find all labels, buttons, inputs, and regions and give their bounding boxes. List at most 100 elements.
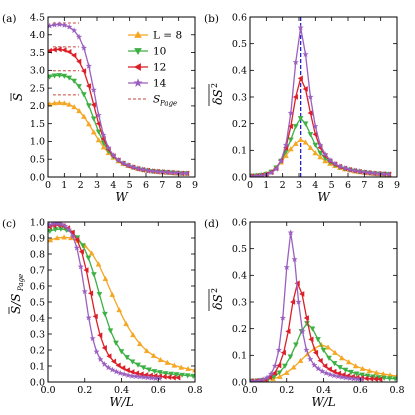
- data-point-L10: [51, 73, 58, 79]
- data-point-L14: [321, 151, 329, 158]
- data-point-L8: [283, 369, 290, 375]
- axes-frame: [47, 221, 196, 383]
- data-point-L12: [48, 47, 52, 54]
- data-point-L14: [115, 156, 122, 163]
- data-point-L14: [302, 51, 309, 58]
- data-point-L14: [48, 22, 53, 29]
- series-line-L14: [49, 222, 160, 379]
- data-point-L14: [299, 328, 306, 335]
- panel-c: 0.0 0.2 0.4 0.6 0.8 0.0 0.1 0.2 0.3 0.4 0.5 0.6 0.7 0…: [2, 217, 203, 409]
- y-axis-label-text: S/S: [9, 294, 23, 314]
- data-point-L14: [338, 373, 346, 380]
- data-point-L8: [71, 104, 77, 110]
- data-point-L8: [345, 359, 352, 365]
- data-point-L10: [48, 228, 53, 235]
- data-point-L14: [295, 298, 302, 305]
- x-tick-label: 8: [176, 180, 182, 191]
- legend-marker-L12: [133, 63, 141, 71]
- y-axis-label: S: [10, 93, 25, 101]
- data-point-L12: [106, 353, 112, 360]
- data-point-L10: [287, 354, 294, 360]
- data-point-L14: [128, 372, 136, 379]
- data-point-L10: [276, 370, 283, 376]
- x-tick-label: 4: [110, 180, 116, 191]
- data-point-L14: [90, 86, 97, 93]
- data-point-L10: [85, 103, 92, 109]
- data-point-L10: [129, 359, 136, 365]
- y-tick-label: 0.1: [232, 351, 247, 362]
- data-point-L14: [287, 109, 294, 116]
- data-point-L14: [80, 44, 88, 51]
- y-axis-label-sub: Page: [17, 274, 25, 292]
- data-point-L10: [331, 361, 338, 367]
- data-point-L14: [330, 372, 338, 379]
- data-point-L14: [129, 163, 137, 170]
- data-point-L14: [271, 362, 279, 369]
- data-point-L12: [302, 86, 308, 92]
- data-point-L8: [88, 250, 95, 256]
- data-point-L14: [354, 375, 361, 382]
- data-point-L12: [56, 46, 62, 53]
- x-tick-label: 7: [361, 180, 367, 191]
- data-point-L14: [312, 123, 319, 130]
- data-point-L14: [156, 374, 163, 381]
- y-tick-label: 3.0: [30, 66, 45, 77]
- data-point-L12: [78, 248, 84, 255]
- data-point-L10: [287, 137, 294, 143]
- data-point-L14: [109, 366, 116, 373]
- y-tick-label: 1.5: [30, 119, 45, 130]
- y-axis-label: S/S Page: [8, 274, 25, 314]
- data-point-L12: [61, 47, 67, 53]
- y-tick-label: 0.5: [232, 39, 247, 50]
- x-axis-label: W: [115, 190, 129, 204]
- data-point-L14: [253, 172, 260, 177]
- data-point-L10: [315, 337, 321, 343]
- data-point-L14: [48, 222, 53, 228]
- data-point-L14: [110, 152, 117, 158]
- x-tick-label: 0.8: [187, 385, 202, 396]
- data-point-L14: [144, 167, 151, 174]
- y-tick-label: 0.6: [30, 281, 45, 292]
- y-tick-label: 0.2: [30, 345, 45, 356]
- x-tick-label: 5: [127, 180, 133, 191]
- data-point-L10: [184, 373, 191, 379]
- data-point-L8: [185, 365, 191, 372]
- data-point-L12: [299, 291, 305, 297]
- data-point-L12: [317, 357, 323, 364]
- data-point-L8: [61, 100, 68, 106]
- x-tick-label: 0: [45, 180, 51, 191]
- y-axis-label: δS2: [208, 288, 225, 311]
- data-point-L14: [267, 370, 275, 377]
- data-point-L10: [162, 371, 169, 377]
- data-point-L12: [87, 290, 94, 297]
- data-point-L10: [61, 73, 68, 79]
- data-point-L14: [279, 314, 286, 321]
- y-tick-label: 0.2: [232, 119, 247, 130]
- data-point-L10: [320, 347, 327, 353]
- y-tick-label: 0.4: [30, 313, 45, 324]
- y-axis-label-text: δS: [211, 89, 225, 104]
- y-tick-label: 0.1: [232, 146, 247, 157]
- data-point-L10: [56, 73, 63, 79]
- x-tick-label: 4: [312, 180, 318, 191]
- data-point-L14: [56, 21, 63, 28]
- data-point-L10: [96, 292, 103, 298]
- y-tick-label: 2.0: [30, 101, 45, 112]
- data-point-L14: [283, 264, 290, 271]
- data-point-L12: [92, 313, 98, 320]
- data-point-L8: [192, 367, 195, 373]
- data-point-L8: [178, 364, 185, 370]
- legend-marker-L8: [134, 30, 142, 38]
- x-tick-label: 0.0: [40, 385, 55, 396]
- plot-area: [48, 21, 190, 177]
- data-point-L14: [277, 157, 285, 164]
- data-point-L10: [386, 376, 393, 382]
- plot-area: [250, 229, 397, 382]
- data-point-L14: [65, 226, 73, 233]
- data-point-L14: [275, 346, 283, 353]
- data-point-L14: [334, 373, 342, 380]
- y-tick-label: 0.9: [30, 233, 45, 244]
- data-point-L10: [307, 132, 314, 138]
- x-tick-label: 8: [378, 180, 384, 191]
- data-point-L14: [57, 222, 65, 227]
